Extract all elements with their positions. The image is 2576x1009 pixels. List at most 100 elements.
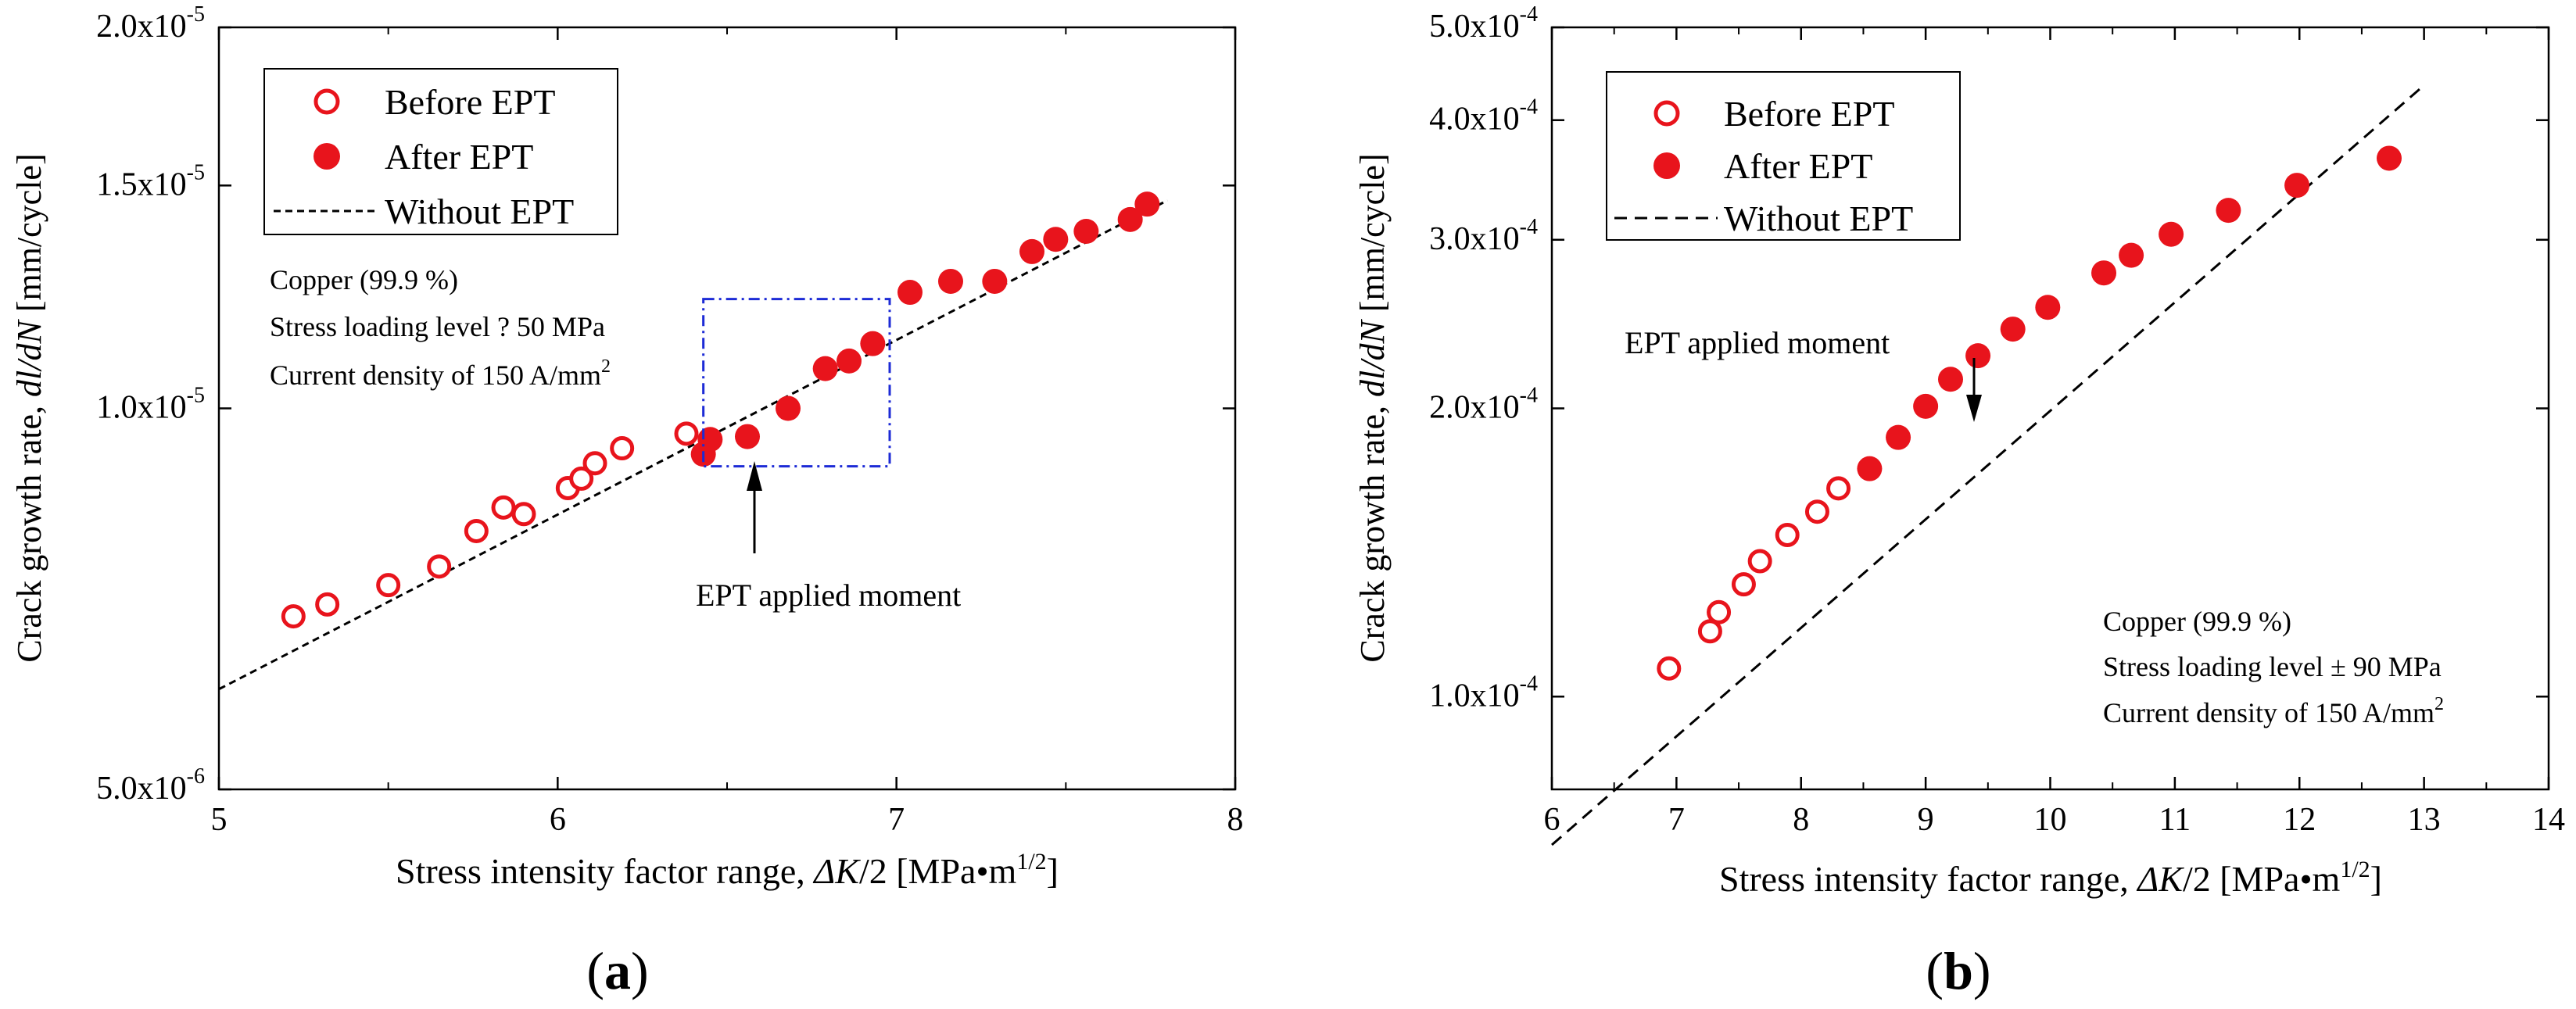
y-tick-label-mantissa: 3.0x10 [1429, 221, 1520, 257]
point-before-ept [1731, 572, 1756, 597]
point-after-ept [2377, 145, 2402, 171]
x-tick-label: 7 [888, 802, 905, 838]
point-before-ept [674, 421, 699, 446]
note-material-a: Copper (99.9 %) [270, 264, 458, 295]
point-after-ept [1857, 456, 1883, 481]
y-axis-label-b-pre: Crack growth rate, [1353, 397, 1392, 663]
y-tick-label: 2.0x10-4 [1429, 384, 1538, 426]
y-tick-label: 5.0x10-6 [96, 764, 205, 807]
point-after-ept [776, 395, 801, 421]
legend-marker-before-b [1653, 100, 1680, 127]
y-tick-label: 5.0x10-4 [1429, 2, 1538, 45]
x-axis-label-b-mid: /2 [MPa•m [2183, 859, 2341, 899]
point-before-ept [511, 502, 536, 527]
notes-a: Copper (99.9 %) Stress loading level ? 5… [270, 264, 611, 391]
legend-label-after-b: After EPT [1724, 146, 1872, 186]
y-axis-label-b-var: dl/dN [1353, 319, 1392, 397]
y-tick-label: 4.0x10-4 [1429, 95, 1538, 138]
x-axis-label-a-var: ΔK [812, 851, 861, 891]
y-tick-label-mantissa: 2.0x10 [96, 9, 187, 45]
y-tick-label-mantissa: 2.0x10 [1429, 390, 1520, 426]
note-material-b: Copper (99.9 %) [2103, 606, 2291, 637]
panel-caption-a: (a) [586, 941, 648, 1000]
point-before-ept [1804, 499, 1829, 524]
x-axis-label-b-var: ΔK [2136, 859, 2184, 899]
y-axis-label-a-pre: Crack growth rate, [10, 397, 48, 663]
point-after-ept [1886, 424, 1911, 450]
panel-caption-a-letter: a [604, 941, 631, 1000]
y-tick-label-mantissa: 5.0x10 [1429, 9, 1520, 45]
x-tick-labels-b: 6 7 8 9 10 11 12 13 14 [1544, 802, 2566, 838]
y-tick-label-mantissa: 5.0x10 [96, 771, 187, 807]
y-tick-label: 1.0x10-4 [1429, 671, 1538, 714]
point-before-ept [1826, 476, 1851, 501]
point-before-ept [582, 451, 607, 476]
axis-ticks-b [1550, 26, 2550, 789]
y-tick-label-exponent: -4 [1520, 671, 1538, 696]
y-tick-label-mantissa: 1.0x10 [96, 390, 187, 426]
notes-b: Copper (99.9 %) Stress loading level ± 9… [2103, 606, 2444, 728]
legend-label-without-a: Without EPT [385, 191, 574, 231]
point-after-ept [837, 348, 862, 374]
y-axis-label-a-var: dl/dN [10, 319, 48, 397]
x-axis-label-a-mid: /2 [MPa•m [859, 851, 1017, 891]
panel-b: 6 7 8 9 10 11 12 13 14 1.0x10-42.0x10-43.0x10-44… [1353, 2, 2565, 1000]
legend-b: Before EPT After EPT Without EPT [1606, 71, 1961, 241]
x-tick-label: 8 [1793, 802, 1809, 838]
legend-a: Before EPT After EPT Without EPT [263, 68, 618, 235]
reference-line-without-ept [218, 199, 1169, 691]
y-tick-labels-a: 5.0x10-61.0x10-51.5x10-52.0x10-5 [96, 2, 205, 807]
legend-label-without-b: Without EPT [1724, 199, 1913, 238]
y-axis-label-b: Crack growth rate, dl/dN [mm/cycle] [1353, 153, 1392, 662]
note-current-b-sup: 2 [2434, 694, 2444, 714]
x-tick-label: 6 [550, 802, 566, 838]
y-tick-label-exponent: -4 [1520, 384, 1538, 408]
point-after-ept [1913, 393, 1939, 419]
y-tick-label-exponent: -4 [1520, 215, 1538, 239]
annotation-text-a: EPT applied moment [696, 578, 961, 613]
point-before-ept [1697, 619, 1722, 644]
legend-label-before-b: Before EPT [1724, 94, 1894, 134]
y-tick-label: 2.0x10-5 [96, 2, 205, 45]
point-after-ept [2035, 295, 2061, 320]
x-tick-label: 6 [1544, 802, 1560, 838]
y-tick-label-mantissa: 1.5x10 [96, 166, 187, 202]
point-before-ept [491, 495, 516, 520]
note-current-b: Current density of 150 A/mm2 [2103, 694, 2444, 728]
panel-caption-b: (b) [1926, 941, 1990, 1000]
panel-caption-b-letter: b [1944, 941, 1973, 1000]
x-axis-label-b-sup: 1/2 [2340, 857, 2370, 882]
x-tick-labels-a: 5 6 7 8 [211, 802, 1244, 838]
legend-label-after-a: After EPT [385, 137, 533, 177]
point-after-ept [697, 427, 723, 453]
x-axis-label-a-sup: 1/2 [1016, 849, 1046, 875]
y-tick-label: 1.5x10-5 [96, 160, 205, 202]
y-tick-label-exponent: -4 [1520, 95, 1538, 120]
point-before-ept [1747, 549, 1772, 574]
point-after-ept [1073, 218, 1099, 244]
x-axis-label-b-pre: Stress intensity factor range, [1719, 859, 2137, 899]
y-tick-label-exponent: -5 [187, 2, 205, 27]
point-after-ept [1043, 227, 1069, 252]
x-axis-label-b: Stress intensity factor range, ΔK/2 [MPa… [1719, 857, 2382, 899]
point-before-ept [569, 466, 594, 491]
axis-ticks-a [217, 26, 1237, 791]
point-before-ept [315, 592, 340, 617]
reference-line-without-ept [1551, 84, 2425, 846]
x-tick-label: 11 [2159, 802, 2191, 838]
note-current-b-text: Current density of 150 A/mm [2103, 697, 2434, 728]
y-tick-label: 1.0x10-5 [96, 384, 205, 426]
x-axis-label-a-pre: Stress intensity factor range, [396, 851, 814, 891]
x-tick-label: 8 [1227, 802, 1244, 838]
x-axis-label-a-post: ] [1047, 851, 1059, 891]
point-before-ept [610, 436, 635, 461]
highlight-box [702, 298, 891, 468]
y-axis-label-a-post: [mm/cycle] [10, 153, 48, 320]
point-after-ept [2000, 317, 2026, 342]
x-axis-label-b-post: ] [2370, 859, 2382, 899]
legend-marker-before-a [313, 88, 340, 115]
x-tick-label: 5 [211, 802, 228, 838]
legend-marker-after-b [1653, 152, 1680, 179]
annotation-arrowhead-a [747, 461, 762, 491]
